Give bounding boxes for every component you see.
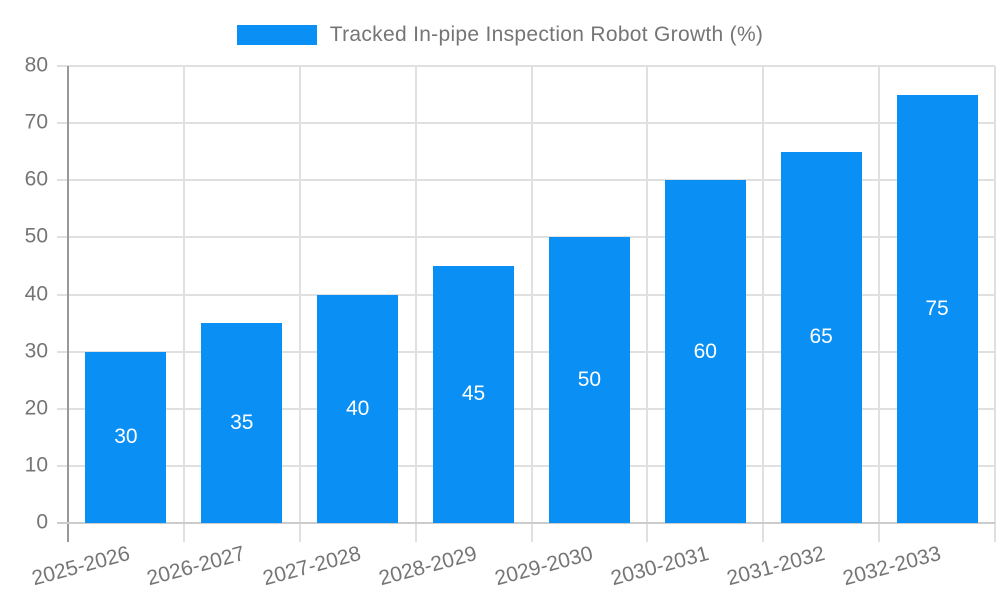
y-axis-tick-label: 40	[24, 282, 48, 306]
h-gridline	[57, 350, 995, 353]
y-axis-tick-label: 80	[24, 53, 48, 77]
bar: 50	[548, 237, 630, 523]
bar-value-label: 45	[461, 382, 486, 406]
bar-value-label: 50	[577, 368, 602, 392]
y-axis-tick-label: 0	[36, 510, 48, 534]
v-gridline	[994, 66, 996, 542]
y-axis-tick-label: 30	[24, 339, 48, 363]
bar: 65	[780, 151, 862, 523]
bar-value-label: 30	[114, 425, 138, 449]
bar: 30	[85, 351, 167, 523]
h-gridline	[57, 179, 995, 182]
bar-value-label: 75	[925, 296, 949, 320]
bar-value-label: 35	[230, 411, 254, 435]
x-axis-tick-label: 2025-2026	[28, 542, 132, 591]
chart-legend: Tracked In-pipe Inspection Robot Growth …	[0, 23, 1000, 47]
v-gridline	[530, 66, 533, 542]
bar-value-label: 60	[693, 339, 717, 363]
x-axis-tick-label: 2029-2030	[492, 542, 596, 591]
v-gridline	[182, 66, 185, 542]
y-axis-tick-label: 10	[24, 453, 48, 477]
y-axis-tick-label: 60	[24, 167, 48, 191]
bar-value-label: 65	[809, 325, 833, 349]
x-axis-tick-label: 2027-2028	[260, 542, 364, 591]
x-axis-tick-label: 2028-2029	[376, 542, 480, 591]
bar: 75	[896, 94, 978, 523]
legend-swatch	[236, 25, 317, 45]
x-axis-tick-label: 2032-2033	[840, 542, 944, 591]
bar: 45	[433, 265, 515, 523]
y-axis-tick-label: 70	[24, 110, 48, 134]
legend-item[interactable]: Tracked In-pipe Inspection Robot Growth …	[236, 23, 764, 47]
legend-label: Tracked In-pipe Inspection Robot Growth …	[329, 23, 764, 46]
h-gridline	[57, 65, 995, 67]
bar-value-label: 40	[346, 396, 370, 420]
bar: 60	[664, 180, 746, 523]
h-gridline	[57, 407, 995, 410]
y-axis-line	[67, 66, 69, 542]
v-gridline	[878, 66, 881, 542]
v-gridline	[646, 66, 649, 542]
x-axis-tick-label: 2031-2032	[724, 542, 828, 591]
v-gridline	[762, 66, 765, 542]
h-gridline	[57, 293, 995, 296]
x-axis-tick-label: 2030-2031	[608, 542, 712, 591]
bar: 35	[201, 323, 283, 523]
y-axis-tick-label: 50	[24, 224, 48, 248]
bar: 40	[317, 294, 399, 523]
plot-area: 30 35 40 45 50 60 65 75 0 10 20 30 40 50 60 70 80 2025-2…	[25, 54, 996, 590]
x-axis-tick-label: 2026-2027	[144, 542, 248, 591]
x-axis-line	[57, 522, 995, 524]
v-gridline	[414, 66, 417, 542]
h-gridline	[57, 236, 995, 239]
h-gridline	[57, 464, 995, 467]
h-gridline	[57, 122, 995, 125]
v-gridline	[298, 66, 301, 542]
y-axis-tick-label: 20	[24, 396, 48, 420]
